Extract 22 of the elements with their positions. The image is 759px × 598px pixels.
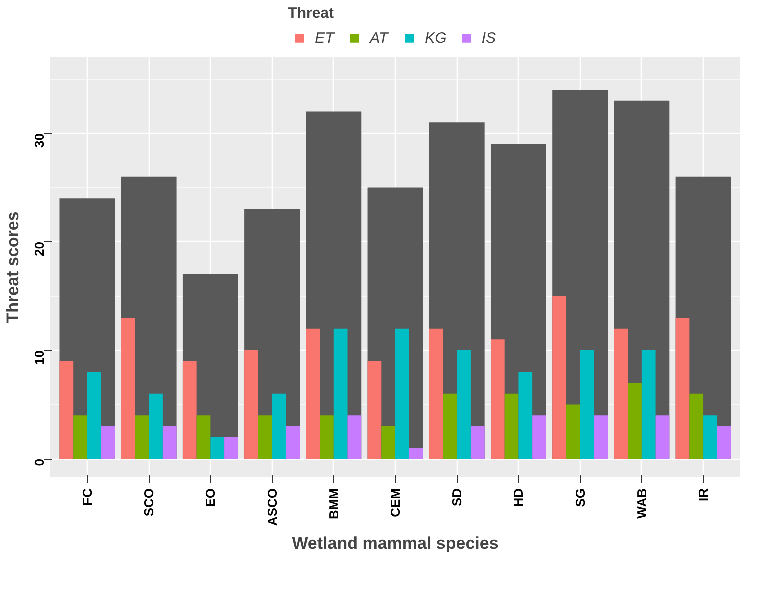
- x-axis-title: Wetland mammal species: [292, 534, 499, 554]
- y-tick-label: 0: [32, 459, 47, 466]
- y-tick-label: 30: [32, 133, 47, 148]
- x-tick-label: FC: [80, 488, 95, 506]
- x-tick-label: WAB: [634, 488, 650, 519]
- x-tick-label: IR: [696, 488, 712, 502]
- x-tick-label: SD: [450, 488, 465, 507]
- x-tick-label: SG: [572, 488, 588, 508]
- x-tick-label: ASCO: [264, 488, 280, 526]
- x-tick-label: BMM: [326, 488, 342, 520]
- y-tick-label: 20: [32, 242, 47, 256]
- legend-label: ET: [315, 30, 336, 46]
- x-tick-label: EO: [203, 488, 218, 508]
- x-tick-label: SCO: [142, 488, 157, 517]
- x-tick-label: HD: [511, 488, 526, 508]
- legend-label: AT: [370, 30, 390, 46]
- x-tick-label: CEM: [388, 488, 403, 518]
- legend-label: IS: [482, 30, 498, 46]
- y-tick-label: 10: [32, 350, 47, 365]
- legend-label: KG: [425, 30, 447, 46]
- legend-title: Threat: [288, 5, 335, 22]
- y-axis-title: Threat scores: [4, 212, 22, 324]
